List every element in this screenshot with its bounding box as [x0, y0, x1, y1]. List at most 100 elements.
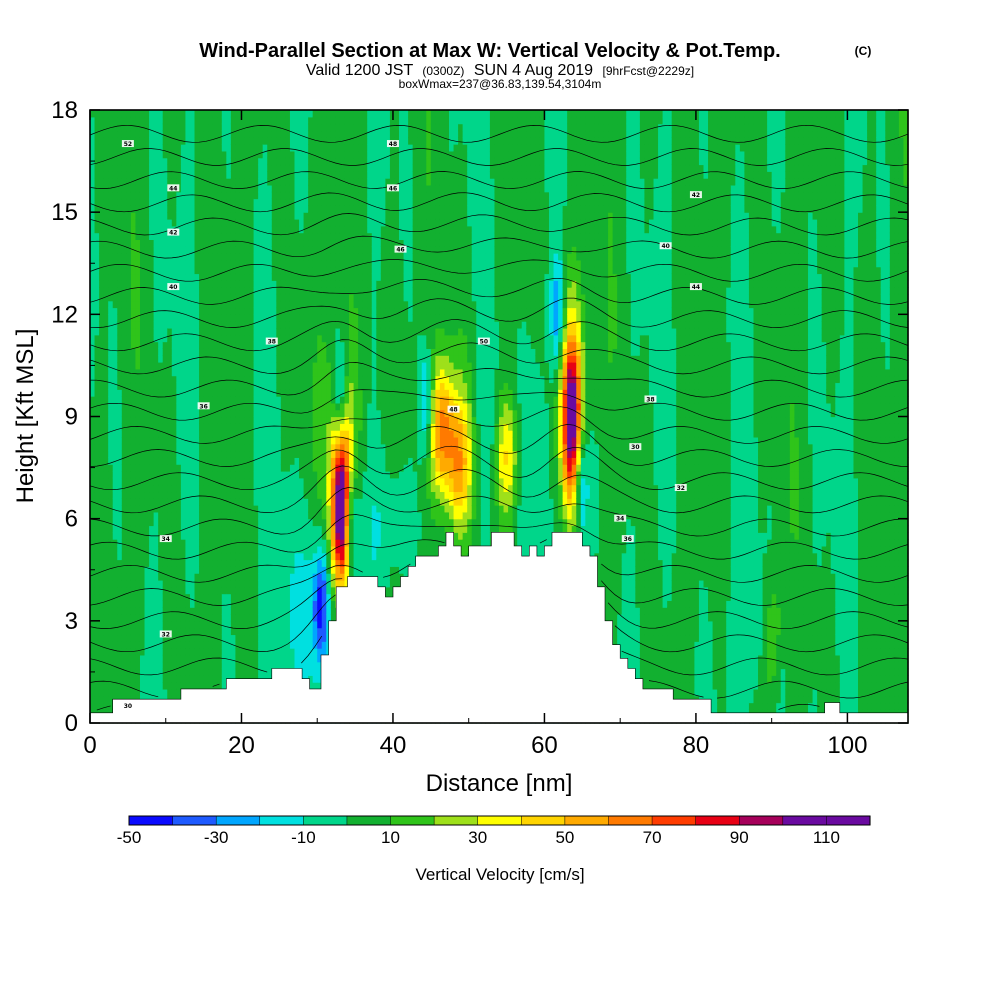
heatmap-cell [180, 579, 187, 588]
heatmap-cell [94, 239, 100, 247]
heatmap-cell [235, 137, 241, 145]
heatmap-cell [289, 246, 296, 254]
heatmap-cell [244, 389, 250, 397]
heatmap-cell [271, 382, 277, 390]
heatmap-cell [180, 123, 187, 132]
heatmap-cell [212, 253, 218, 261]
heatmap-cell [117, 293, 123, 302]
heatmap-cell [244, 409, 250, 418]
heatmap-cell [308, 362, 314, 370]
heatmap-cell [130, 253, 137, 261]
heatmap-cell [235, 293, 241, 302]
heatmap-cell [299, 341, 305, 349]
heatmap-cell [112, 579, 118, 588]
heatmap-cell [162, 266, 168, 275]
heatmap-cell [303, 341, 309, 349]
heatmap-cell [271, 491, 277, 499]
heatmap-cell [171, 593, 177, 601]
heatmap-cell [130, 457, 137, 465]
heatmap-cell [121, 641, 127, 649]
heatmap-cell [244, 477, 250, 486]
heatmap-cell [90, 355, 96, 363]
heatmap-cell [144, 178, 150, 186]
heatmap-cell [317, 266, 323, 275]
heatmap-cell [262, 191, 268, 200]
heatmap-cell [335, 423, 341, 431]
heatmap-cell [176, 382, 182, 390]
heatmap-cell [144, 668, 150, 676]
heatmap-cell [103, 688, 109, 697]
heatmap-cell [135, 327, 141, 336]
heatmap-cell [171, 586, 177, 595]
heatmap-cell [217, 532, 223, 540]
heatmap-cell [130, 443, 137, 452]
heatmap-cell [144, 184, 150, 193]
heatmap-cell [126, 259, 132, 268]
heatmap-cell [103, 614, 109, 622]
heatmap-cell [153, 539, 159, 547]
heatmap-cell [285, 545, 291, 554]
heatmap-cell [117, 273, 123, 281]
heatmap-cell [130, 586, 137, 595]
heatmap-cell [330, 539, 336, 547]
heatmap-cell [135, 273, 141, 281]
heatmap-cell [294, 375, 300, 384]
heatmap-cell [162, 137, 168, 145]
heatmap-cell [130, 287, 137, 295]
heatmap-cell [130, 634, 137, 642]
heatmap-cell [126, 110, 132, 118]
heatmap-cell [230, 300, 237, 309]
heatmap-cell [121, 239, 127, 247]
heatmap-cell [226, 164, 232, 172]
heatmap-cell [299, 144, 305, 152]
heatmap-cell [176, 682, 182, 690]
heatmap-cell [130, 157, 137, 166]
heatmap-cell [221, 464, 227, 472]
heatmap-cell [294, 280, 300, 288]
heatmap-cell [94, 409, 100, 418]
heatmap-cell [280, 212, 287, 220]
heatmap-cell [185, 682, 191, 690]
heatmap-cell [253, 654, 259, 663]
heatmap-cell [199, 634, 205, 642]
heatmap-cell [253, 607, 259, 615]
heatmap-cell [280, 280, 287, 288]
heatmap-cell [185, 116, 191, 125]
heatmap-cell [121, 110, 127, 118]
heatmap-cell [199, 661, 205, 670]
heatmap-cell [249, 559, 255, 567]
heatmap-cell [299, 205, 305, 213]
heatmap-cell [239, 110, 246, 118]
heatmap-cell [312, 620, 318, 629]
heatmap-cell [162, 464, 168, 472]
heatmap-cell [149, 566, 155, 574]
heatmap-cell [203, 423, 209, 431]
heatmap-cell [258, 368, 264, 377]
heatmap-cell [103, 641, 109, 649]
heatmap-cell [121, 464, 127, 472]
heatmap-cell [176, 586, 182, 595]
heatmap-cell [194, 416, 200, 424]
heatmap-cell [276, 416, 282, 424]
heatmap-cell [199, 450, 205, 458]
heatmap-cell [249, 627, 255, 636]
heatmap-cell [203, 436, 209, 445]
heatmap-cell [90, 430, 96, 438]
heatmap-cell [103, 218, 109, 227]
heatmap-cell [308, 573, 314, 581]
heatmap-cell [135, 144, 141, 152]
heatmap-cell [294, 607, 300, 615]
heatmap-cell [303, 157, 309, 166]
heatmap-cell [239, 287, 246, 295]
heatmap-cell [185, 225, 191, 234]
heatmap-cell [212, 130, 218, 138]
heatmap-cell [317, 205, 323, 213]
heatmap-cell [230, 123, 237, 132]
heatmap-cell [194, 184, 200, 193]
heatmap-cell [167, 232, 173, 241]
heatmap-cell [94, 614, 100, 622]
heatmap-cell [258, 443, 264, 452]
heatmap-cell [235, 525, 241, 533]
heatmap-cell [294, 266, 300, 275]
heatmap-cell [249, 287, 255, 295]
